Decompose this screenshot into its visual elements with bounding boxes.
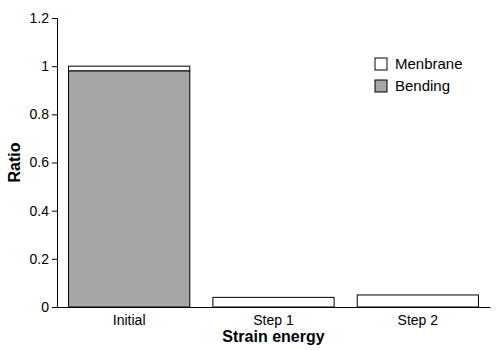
y-tick: 0.8 bbox=[30, 106, 57, 122]
x-tick: Step 1 bbox=[253, 307, 294, 328]
y-tick-label: 0.6 bbox=[30, 154, 50, 170]
y-tick: 1 bbox=[41, 58, 57, 74]
x-axis-title: Strain energy bbox=[222, 328, 324, 345]
bar bbox=[69, 66, 190, 71]
series bbox=[69, 66, 479, 307]
y-tick-label: 0.8 bbox=[30, 106, 50, 122]
x-tick: Step 2 bbox=[398, 307, 439, 328]
y-tick-mark bbox=[52, 18, 57, 19]
legend-item: Bending bbox=[375, 77, 450, 94]
y-tick: 0 bbox=[41, 299, 57, 315]
y-axis-title: Ratio bbox=[6, 142, 23, 182]
series bbox=[69, 71, 190, 307]
y-tick: 0.6 bbox=[30, 154, 57, 170]
y-tick-label: 0.4 bbox=[30, 203, 50, 219]
y-tick-mark bbox=[52, 66, 57, 67]
legend: Menbrane Bending bbox=[375, 55, 463, 94]
bars bbox=[69, 66, 479, 307]
x-axis-line bbox=[58, 307, 491, 308]
legend-item: Menbrane bbox=[375, 55, 463, 72]
bar bbox=[357, 307, 478, 308]
x-tick-label: Step 2 bbox=[398, 312, 439, 328]
x-tick: Initial bbox=[113, 307, 146, 328]
y-tick-mark bbox=[52, 163, 57, 164]
legend-label: Menbrane bbox=[395, 55, 463, 72]
y-tick: 1.2 bbox=[30, 10, 57, 26]
y-tick-mark bbox=[52, 114, 57, 115]
legend-swatch bbox=[375, 58, 387, 70]
y-tick-mark bbox=[52, 307, 57, 308]
plot: 0 0.2 0.4 0.6 0.8 1 1.2 Initial Step 1 Step 2 Menb… bbox=[30, 10, 491, 328]
y-axis: 0 0.2 0.4 0.6 0.8 1 1.2 bbox=[30, 10, 58, 315]
x-axis: Initial Step 1 Step 2 bbox=[58, 307, 491, 328]
y-axis-line bbox=[52, 19, 58, 308]
y-tick-label: 0.2 bbox=[30, 251, 50, 267]
legend-label: Bending bbox=[395, 77, 450, 94]
y-tick-mark bbox=[52, 259, 57, 260]
x-tick-label: Initial bbox=[113, 312, 146, 328]
bar bbox=[69, 71, 190, 307]
bar bbox=[213, 307, 334, 308]
y-tick-label: 1.2 bbox=[30, 10, 50, 26]
y-tick-label: 0 bbox=[41, 299, 49, 315]
bar bbox=[357, 295, 478, 307]
bar bbox=[213, 297, 334, 307]
y-tick: 0.4 bbox=[30, 203, 57, 219]
legend-swatch bbox=[375, 80, 387, 92]
y-tick: 0.2 bbox=[30, 251, 57, 267]
chart: 0 0.2 0.4 0.6 0.8 1 1.2 Initial Step 1 Step 2 Menb… bbox=[0, 0, 500, 350]
x-tick-label: Step 1 bbox=[253, 312, 294, 328]
y-tick-label: 1 bbox=[41, 58, 49, 74]
y-tick-mark bbox=[52, 211, 57, 212]
